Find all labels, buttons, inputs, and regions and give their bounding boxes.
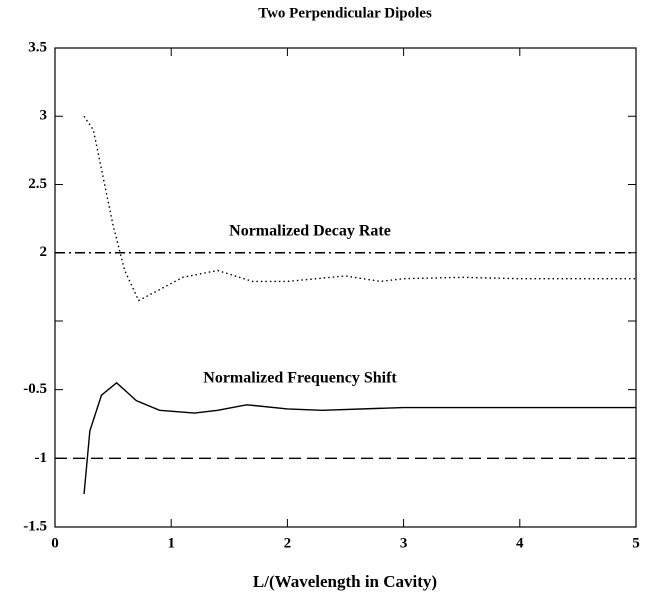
x-axis-label: L/(Wavelength in Cavity) (253, 572, 437, 591)
y-tick-label: 2 (40, 244, 48, 260)
y-tick-label: 2.5 (28, 176, 47, 192)
y-tick-label: -1.5 (23, 518, 47, 534)
chart-title: Two Perpendicular Dipoles (258, 5, 432, 21)
x-tick-label: 0 (51, 535, 59, 551)
annotation: Normalized Decay Rate (229, 223, 391, 240)
y-tick-label: 3.5 (28, 39, 47, 55)
x-tick-label: 4 (516, 535, 524, 551)
y-tick-label: -1 (35, 450, 48, 466)
x-tick-label: 1 (167, 535, 175, 551)
annotation: Normalized Frequency Shift (203, 370, 397, 387)
y-tick-label: 3 (40, 108, 48, 124)
x-tick-label: 5 (632, 535, 640, 551)
series-line (83, 381, 636, 495)
plot-frame (54, 47, 637, 528)
x-tick-label: 3 (400, 535, 408, 551)
series-line (83, 115, 636, 302)
y-tick-label: -0.5 (23, 381, 47, 397)
x-tick-label: 2 (284, 535, 292, 551)
